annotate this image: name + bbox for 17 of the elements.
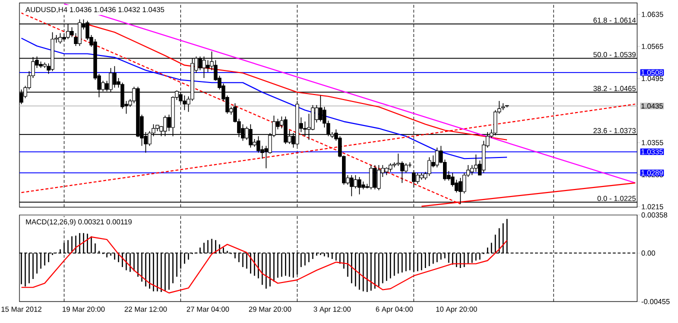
candlestick [58, 32, 62, 44]
candlestick [458, 178, 462, 204]
candlestick [350, 174, 354, 197]
candlestick [474, 154, 478, 172]
candlestick [435, 147, 439, 168]
candlestick [373, 164, 377, 190]
candlestick [408, 162, 412, 168]
candlestick [501, 102, 505, 111]
candlestick [427, 156, 432, 176]
candlestick [416, 172, 420, 184]
candlestick [404, 162, 408, 174]
candlestick [369, 164, 373, 190]
candlestick [376, 164, 381, 191]
candlestick [358, 176, 362, 195]
candlestick [112, 66, 116, 88]
line-series [20, 236, 508, 294]
candlestick [354, 174, 358, 189]
